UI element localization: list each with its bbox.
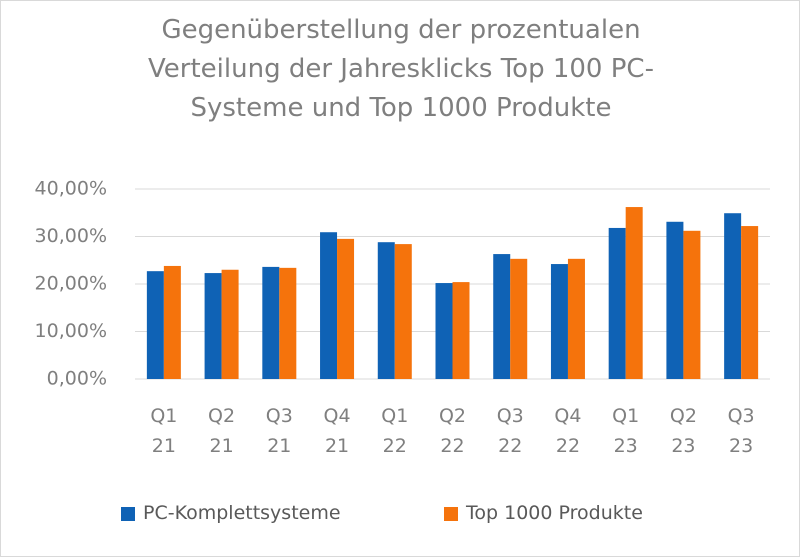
bar <box>550 264 568 379</box>
legend-label: Top 1000 Produkte <box>466 502 643 524</box>
bar <box>666 221 684 379</box>
bar <box>320 232 338 379</box>
x-tick-label: Q1 21 <box>150 405 178 457</box>
y-tick-label: 0,00% <box>47 368 107 390</box>
x-tick-label: Q2 23 <box>669 405 697 457</box>
bar <box>724 213 742 379</box>
x-tick-label: Q4 21 <box>323 405 351 457</box>
bar <box>493 254 511 379</box>
x-tick-label: Q1 23 <box>612 405 640 457</box>
legend-swatch <box>121 507 135 521</box>
bar <box>435 283 453 379</box>
chart-title: Gegenüberstellung der prozentualen Verte… <box>148 15 654 123</box>
x-tick-label: Q2 21 <box>208 405 236 457</box>
y-tick-label: 10,00% <box>35 320 107 342</box>
x-tick-label: Q3 23 <box>727 405 755 457</box>
x-tick-label: Q4 22 <box>554 405 582 457</box>
bar <box>377 242 395 379</box>
x-tick-label: Q1 22 <box>381 405 409 457</box>
x-tick-label: Q3 21 <box>265 405 293 457</box>
bar <box>452 282 470 379</box>
y-tick-label: 30,00% <box>35 225 107 247</box>
legend-label: PC-Komplettsysteme <box>143 502 341 524</box>
bar <box>279 267 297 379</box>
bar <box>608 227 626 379</box>
x-tick-label: Q3 22 <box>496 405 524 457</box>
bar <box>394 244 412 379</box>
bar <box>146 271 164 379</box>
bar <box>221 269 239 379</box>
bar <box>625 207 643 379</box>
bar <box>163 265 181 379</box>
bar <box>741 226 759 379</box>
bar <box>262 266 280 379</box>
bar <box>204 273 222 379</box>
legend-swatch <box>444 507 458 521</box>
bar <box>510 258 528 379</box>
y-tick-label: 20,00% <box>35 273 107 295</box>
bar <box>337 238 355 379</box>
x-tick-label: Q2 22 <box>438 405 467 457</box>
y-tick-label: 40,00% <box>35 178 107 200</box>
bar <box>683 230 701 379</box>
bar <box>567 258 585 379</box>
